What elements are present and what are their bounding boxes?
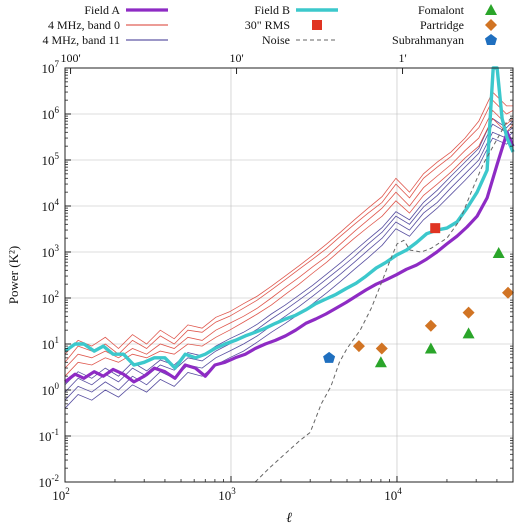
legend-label-field-b: Field B	[254, 3, 290, 17]
y-tick-label: 107	[42, 59, 60, 76]
legend-item-field-b: Field B	[254, 3, 338, 17]
band0-channel-line	[64, 99, 514, 363]
legend-label-noise: Noise	[262, 33, 290, 47]
x-tick-label: 103	[218, 486, 236, 503]
legend-item-rms: 30" RMS	[245, 18, 322, 32]
series-lines	[64, 66, 515, 483]
top-tick-label: 1'	[398, 51, 406, 65]
legend-item-band11: 4 MHz, band 11	[42, 33, 168, 47]
partridge-marker	[462, 306, 475, 319]
field-b-line	[64, 66, 515, 370]
legend-label-fomalont: Fomalont	[418, 3, 465, 17]
legend-marker-subrahmanyan	[485, 34, 497, 45]
x-axis-label: ℓ	[286, 511, 292, 526]
legend-item-partridge: Partridge	[420, 18, 497, 32]
top-tick-label: 10'	[229, 51, 243, 65]
data-markers	[323, 223, 514, 368]
legend-label-band0: 4 MHz, band 0	[48, 18, 120, 32]
y-axis: 10-2 10-1 100 101 102 103 104 105 106 107	[39, 59, 513, 490]
plot-frame	[64, 67, 514, 483]
fomalont-marker	[462, 327, 475, 339]
fomalont-marker	[424, 342, 437, 354]
partridge-marker	[352, 340, 365, 353]
legend-label-field-a: Field A	[84, 3, 120, 17]
legend-item-field-a: Field A	[84, 3, 168, 17]
band0-channel-line	[64, 117, 514, 377]
legend-marker-partridge	[485, 19, 497, 31]
legend-marker-fomalont	[485, 4, 497, 15]
grid	[64, 67, 513, 483]
y-tick-label: 100	[42, 381, 60, 398]
legend-label-rms: 30" RMS	[245, 18, 290, 32]
y-axis-label: Power (K²)	[6, 246, 21, 304]
band11-channel-line	[64, 131, 514, 401]
fomalont-marker	[374, 356, 387, 368]
y-tick-label: 106	[42, 105, 60, 122]
field-a-line	[64, 130, 515, 384]
band11-channel-line	[64, 123, 514, 393]
subrahmanyan-marker	[323, 351, 336, 363]
x-tick-label: 102	[52, 486, 70, 503]
fomalont-marker	[492, 247, 505, 259]
y-tick-label: 102	[42, 289, 60, 306]
legend-item-fomalont: Fomalont	[418, 3, 497, 17]
y-tick-label: 103	[42, 243, 60, 260]
rms-marker	[430, 223, 441, 234]
legend-item-noise: Noise	[262, 33, 338, 47]
legend-label-partridge: Partridge	[420, 18, 464, 32]
band0-channel-line	[64, 109, 514, 369]
legend-item-band0: 4 MHz, band 0	[48, 18, 168, 32]
partridge-marker	[375, 342, 388, 355]
y-tick-label: 104	[42, 197, 60, 214]
band0-channel-line	[64, 91, 513, 355]
y-tick-label: 101	[42, 335, 60, 352]
x-axis: 102 103 104	[52, 476, 514, 503]
band11-channel-line	[64, 137, 514, 409]
x-tick-label: 104	[384, 486, 402, 503]
legend-item-subrahmanyan: Subrahmanyan	[392, 33, 497, 47]
y-tick-label: 10-2	[39, 473, 60, 490]
band11-channel-line	[64, 117, 514, 386]
legend-label-band11: 4 MHz, band 11	[42, 33, 120, 47]
y-tick-label: 105	[42, 151, 60, 168]
legend: Field A Field B Fomalont 4 MHz, band 0 3…	[42, 3, 497, 47]
legend-marker-rms	[312, 20, 322, 30]
y-tick-label: 10-1	[39, 427, 60, 444]
top-tick-label: 100'	[60, 51, 80, 65]
top-axis: 100' 10' 1'	[60, 51, 407, 74]
legend-label-subrahmanyan: Subrahmanyan	[392, 33, 464, 47]
partridge-marker	[424, 319, 437, 332]
partridge-marker	[502, 286, 514, 299]
noise-line	[254, 115, 514, 483]
